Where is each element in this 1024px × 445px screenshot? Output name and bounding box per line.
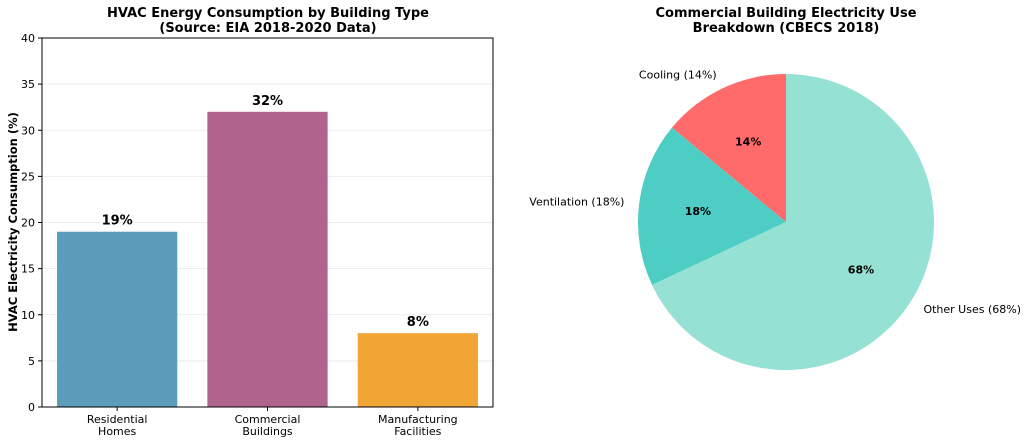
pie-slices <box>638 74 934 370</box>
pie-slice-0 <box>671 74 786 222</box>
bar-y-tick-label: 35 <box>21 78 35 91</box>
bar-y-axis-label: HVAC Electricity Consumption (%) <box>6 112 20 332</box>
pie-slice-1 <box>638 127 786 286</box>
bar-x-tick-label: Residential <box>87 413 148 426</box>
pie-chart-title-line-2: Breakdown (CBECS 2018) <box>693 21 880 36</box>
bar-chart-title-line-1: HVAC Energy Consumption by Building Type <box>107 6 429 21</box>
bar-chart-title-line-2: (Source: EIA 2018-2020 Data) <box>159 21 376 36</box>
bar-data-labels: 19% 32% 8% <box>102 94 429 330</box>
pie-slice-label: Other Uses (68%) <box>923 303 1021 316</box>
bar-data-label: 32% <box>252 94 283 109</box>
pie-chart-title-line-1: Commercial Building Electricity Use <box>655 6 916 21</box>
bar-y-tick-label: 0 <box>28 401 35 414</box>
bar-2 <box>357 333 478 407</box>
bar-x-tick-label: Homes <box>98 425 136 438</box>
bar-1 <box>207 111 328 408</box>
pie-slice-percent: 14% <box>735 136 761 149</box>
bar-chart: HVAC Energy Consumption by Building Type… <box>6 6 494 438</box>
bar-0 <box>57 231 178 407</box>
bar-data-label: 19% <box>102 214 133 229</box>
bar-bars <box>57 111 478 408</box>
bar-x-tick-label: Facilities <box>394 425 441 438</box>
bar-x-tick-label: Manufacturing <box>378 413 458 426</box>
bar-y-tick-label: 40 <box>21 32 35 45</box>
pie-slice-label: Cooling (14%) <box>639 69 717 82</box>
pie-labels: 14% Cooling (14%) 18% Ventilation (18%) 68% O… <box>529 69 1021 317</box>
bar-y-tick-label: 20 <box>21 217 35 230</box>
bar-y-tick-label: 15 <box>21 263 35 276</box>
bar-y-tick-label: 10 <box>21 309 35 322</box>
pie-slice-percent: 68% <box>848 264 874 277</box>
bar-y-tick-label: 5 <box>28 355 35 368</box>
pie-slice-percent: 18% <box>685 205 711 218</box>
bar-y-tick-label: 30 <box>21 124 35 137</box>
pie-slice-label: Ventilation (18%) <box>529 196 624 209</box>
bar-data-label: 8% <box>407 315 429 330</box>
bar-x-tick-label: Commercial <box>235 413 301 426</box>
bar-x-tick-label: Buildings <box>242 425 293 438</box>
bar-y-tick-label: 25 <box>21 170 35 183</box>
bar-y-ticks: 0 5 10 15 20 25 30 35 40 <box>21 32 42 414</box>
pie-chart: Commercial Building Electricity Use Brea… <box>529 6 1021 370</box>
pie-slice-2 <box>652 74 934 370</box>
